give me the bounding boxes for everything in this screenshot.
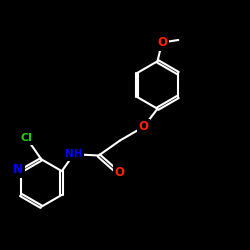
- Text: NH: NH: [65, 149, 82, 159]
- Text: O: O: [139, 120, 149, 133]
- Text: O: O: [157, 36, 167, 49]
- Text: N: N: [13, 164, 23, 176]
- Text: Cl: Cl: [21, 133, 33, 143]
- Text: O: O: [114, 166, 124, 179]
